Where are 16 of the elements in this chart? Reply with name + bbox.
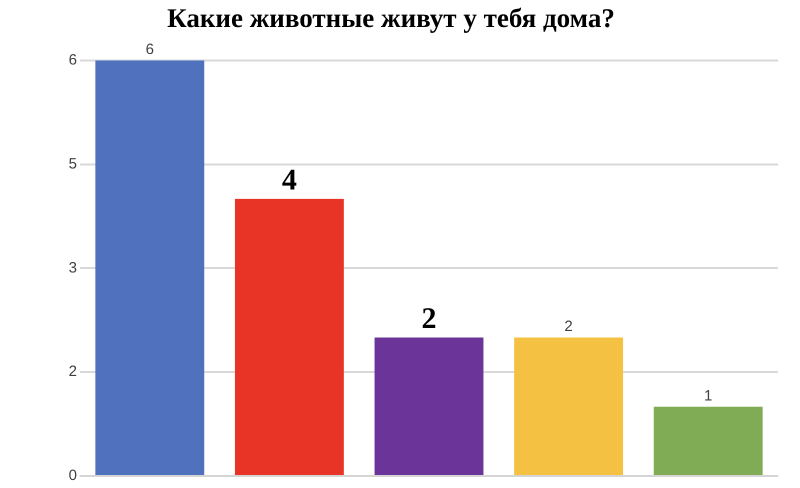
bar [654,406,763,475]
data-label: 2 [422,302,436,336]
bar [234,198,344,475]
y-tick-label: 0 [68,467,77,484]
data-label: 1 [704,387,712,404]
y-tick-label: 3 [68,259,77,276]
data-label: 4 [282,164,297,197]
chart-title: Какие животные живут у тебя дома? [167,3,615,34]
bar [95,60,204,475]
bar [374,337,484,475]
y-tick-label: 6 [68,52,77,69]
y-tick-label: 2 [68,363,77,380]
y-tick-label: 5 [68,155,77,172]
data-label: 6 [146,41,154,58]
bar [514,337,624,475]
data-label: 2 [564,318,573,336]
